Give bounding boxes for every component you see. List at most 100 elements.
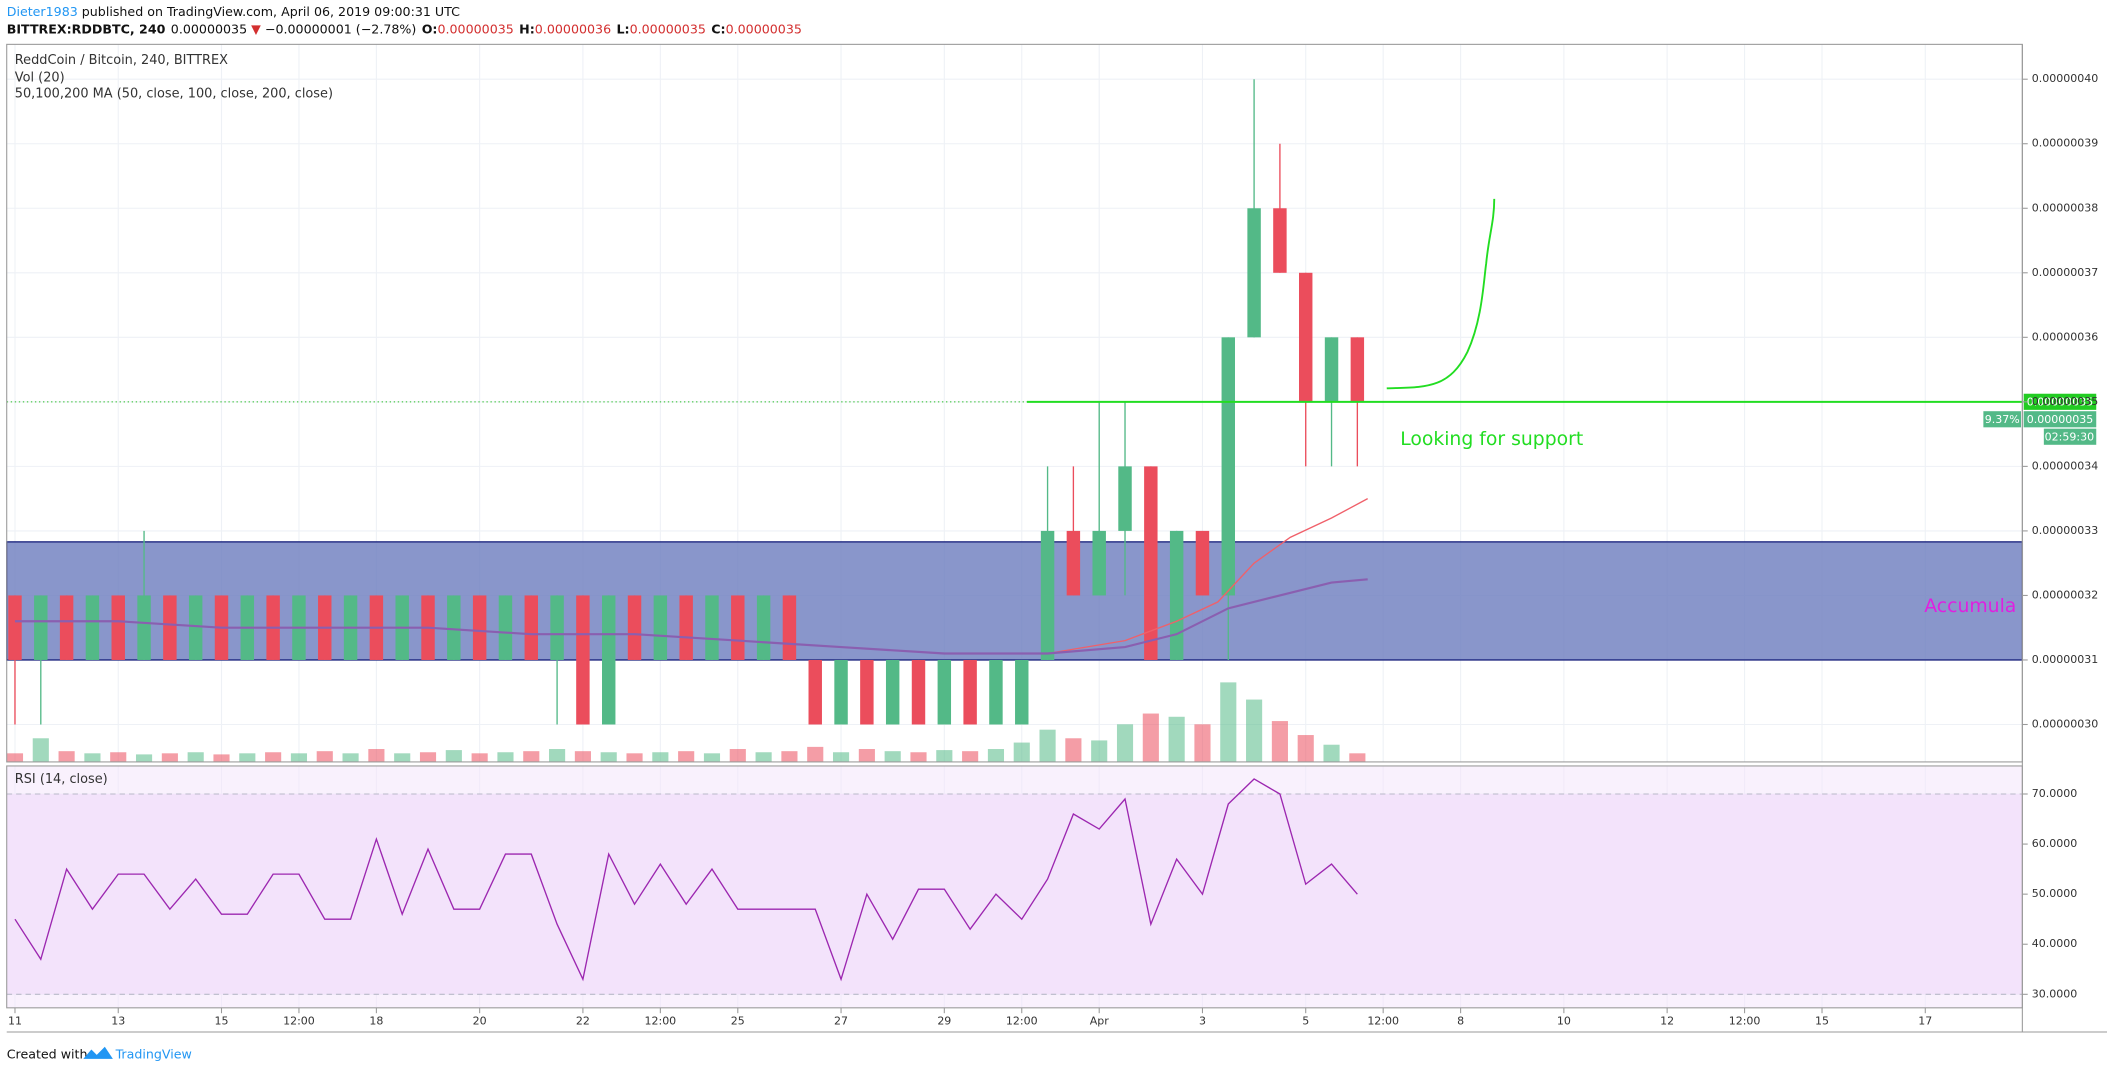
rsi-legend: RSI (14, close) bbox=[15, 772, 108, 787]
x-tick-label: 22 bbox=[576, 1014, 590, 1027]
candle-body bbox=[1169, 530, 1184, 660]
accumulation-zone bbox=[6, 541, 2024, 661]
volume-bar bbox=[419, 752, 437, 762]
volume-bar bbox=[213, 754, 230, 762]
candle-body bbox=[1273, 208, 1287, 273]
y-tick-label: 0.00000036 bbox=[2032, 330, 2098, 343]
candle-body bbox=[937, 659, 952, 725]
footer-created: Created with bbox=[7, 1046, 88, 1061]
volume-bar bbox=[265, 752, 282, 762]
volume-bar bbox=[1194, 724, 1211, 762]
volume-bar bbox=[32, 738, 49, 762]
ohlc-value: 0.00000035 bbox=[726, 21, 802, 36]
volume-bar bbox=[394, 753, 411, 762]
support-label: Looking for support bbox=[1400, 429, 1583, 450]
volume-bar bbox=[858, 749, 875, 762]
zone-label: Accumula bbox=[1924, 596, 2016, 617]
x-tick-label: 12 bbox=[1660, 1014, 1674, 1027]
x-tick-label: 27 bbox=[834, 1014, 848, 1027]
y-tick-label: 0.00000032 bbox=[2032, 588, 2098, 601]
candle-body bbox=[989, 659, 1003, 725]
candle-body bbox=[834, 659, 848, 725]
x-tick-label: 8 bbox=[1457, 1014, 1464, 1027]
candle-body bbox=[627, 595, 642, 660]
y-tick-label: 0.00000037 bbox=[2032, 266, 2098, 279]
candle-body bbox=[1066, 530, 1081, 596]
candle-body bbox=[1015, 659, 1029, 725]
volume-bar bbox=[342, 753, 359, 762]
ohlc-key: O: bbox=[422, 21, 438, 36]
y-tick-label: 0.00000033 bbox=[2032, 524, 2098, 537]
ma-legend: 50,100,200 MA (50, close, 100, close, 20… bbox=[15, 87, 333, 102]
x-tick-label: 17 bbox=[1918, 1014, 1932, 1027]
last-price-tag-text: 0.00000035 bbox=[2027, 395, 2093, 408]
x-tick-label: 29 bbox=[937, 1014, 951, 1027]
volume-bar bbox=[523, 751, 540, 762]
volume-bar bbox=[755, 752, 772, 762]
volume-bar bbox=[936, 750, 953, 762]
candle-body bbox=[1195, 530, 1210, 596]
volume-bar bbox=[161, 753, 178, 762]
change-pct-tag bbox=[1983, 411, 2021, 428]
x-tick-label: 12:00 bbox=[1367, 1014, 1399, 1027]
change-arrow: ▼ bbox=[251, 21, 261, 36]
price-tag bbox=[2023, 411, 2097, 428]
volume-bar bbox=[1142, 713, 1159, 762]
y-tick-label: 0.00000038 bbox=[2032, 201, 2098, 214]
volume-bar bbox=[1116, 724, 1134, 762]
volume-bar bbox=[549, 749, 566, 762]
candle-body bbox=[1350, 337, 1365, 402]
rsi-line bbox=[14, 778, 1358, 982]
chart-title: ReddCoin / Bitcoin, 240, BITTREX bbox=[15, 53, 228, 68]
ohlc-value: 0.00000036 bbox=[535, 21, 611, 36]
rsi-band bbox=[6, 793, 2023, 995]
author[interactable]: Dieter1983 bbox=[7, 4, 78, 19]
y-tick-label: 40.0000 bbox=[2032, 937, 2078, 950]
candle-body bbox=[34, 595, 48, 660]
x-tick-label: 18 bbox=[369, 1014, 383, 1027]
y-tick-label: 70.0000 bbox=[2032, 787, 2078, 800]
candle-body bbox=[1092, 530, 1106, 596]
volume-bar bbox=[1039, 729, 1056, 762]
x-tick-label: 12:00 bbox=[1729, 1014, 1761, 1027]
footer-brand[interactable]: TradingView bbox=[115, 1046, 192, 1061]
zone-layer bbox=[6, 541, 2024, 1008]
candle-body bbox=[472, 595, 487, 660]
candle-body bbox=[808, 659, 822, 725]
candle-body bbox=[188, 595, 203, 660]
volume-bar bbox=[1246, 699, 1263, 762]
volume-bar bbox=[1297, 735, 1314, 762]
candle-body bbox=[1221, 337, 1235, 596]
volume-bar bbox=[807, 746, 824, 762]
candle-body bbox=[705, 595, 719, 660]
volume-bar bbox=[316, 751, 333, 762]
volume-bar bbox=[1065, 738, 1082, 762]
volume-bar bbox=[1091, 740, 1108, 762]
volume-bar bbox=[187, 752, 204, 762]
candle-body bbox=[576, 595, 590, 725]
volume-bar bbox=[1349, 753, 1366, 762]
y-tick-label: 0.00000040 bbox=[2032, 72, 2098, 85]
last-price: 0.00000035 bbox=[171, 21, 247, 36]
candle-body bbox=[447, 595, 461, 660]
x-tick-label: 5 bbox=[1302, 1014, 1309, 1027]
x-tick-label: 15 bbox=[214, 1014, 228, 1027]
x-tick-label: 11 bbox=[8, 1014, 22, 1027]
ohlc-value: 0.00000035 bbox=[630, 21, 706, 36]
x-tick-label: 10 bbox=[1557, 1014, 1571, 1027]
volume-bar bbox=[1323, 744, 1340, 762]
published: published on TradingView.com, April 06, … bbox=[82, 4, 460, 19]
moving-average bbox=[14, 578, 1368, 655]
volume-bar bbox=[962, 751, 979, 762]
candle-body bbox=[163, 595, 177, 660]
x-tick-label: 15 bbox=[1815, 1014, 1829, 1027]
volume-bar bbox=[6, 753, 24, 762]
candle-body bbox=[731, 595, 745, 660]
last-price-tag bbox=[2023, 393, 2097, 410]
y-tick-label: 60.0000 bbox=[2032, 837, 2078, 850]
volume-bar bbox=[471, 753, 488, 762]
volume-bar bbox=[497, 752, 514, 762]
header-line-2: BITTREX:RDDBTC, 240 0.00000035 ▼ −0.0000000… bbox=[7, 21, 802, 36]
x-tick-label: 20 bbox=[473, 1014, 487, 1027]
